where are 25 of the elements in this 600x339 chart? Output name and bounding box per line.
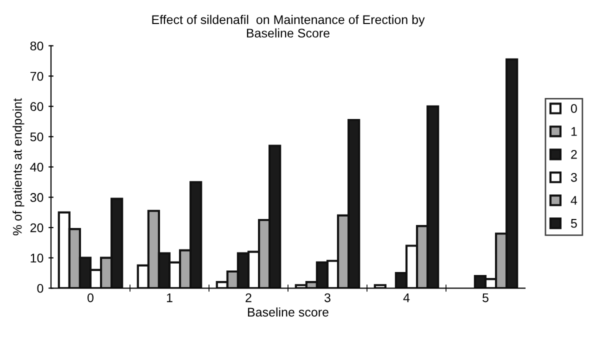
legend-label: 5 bbox=[570, 219, 577, 228]
legend-label: 4 bbox=[570, 196, 578, 205]
y-tick-label: 80 bbox=[30, 42, 44, 50]
y-tick-label: 50 bbox=[30, 132, 44, 142]
chart-title: Effect of sildenafil on Maintenance of Erection by Baseline Score bbox=[152, 14, 425, 38]
x-axis-title: Baseline score bbox=[248, 307, 328, 317]
bar bbox=[374, 284, 386, 288]
legend-label: 3 bbox=[570, 172, 577, 182]
y-tick-label: 20 bbox=[30, 223, 44, 232]
x-tick-label: 1 bbox=[166, 293, 172, 302]
x-tick-label: 3 bbox=[324, 293, 330, 302]
y-tick-label: 60 bbox=[30, 102, 44, 112]
x-tick-label: 2 bbox=[246, 293, 252, 302]
x-tick-label: 5 bbox=[482, 293, 488, 302]
legend-label: 2 bbox=[571, 150, 577, 159]
y-tick-label: 10 bbox=[30, 254, 44, 263]
y-axis-title: % of patients at endpoint bbox=[12, 98, 24, 236]
y-tick-label: 30 bbox=[30, 193, 44, 202]
x-tick-label: 4 bbox=[403, 293, 410, 302]
legend-label: 0 bbox=[570, 104, 577, 113]
y-tick-label: 40 bbox=[30, 162, 44, 172]
y-tick-label: 0 bbox=[37, 284, 44, 293]
y-tick-label: 70 bbox=[30, 72, 44, 81]
legend-label: 1 bbox=[571, 127, 577, 136]
x-tick-label: 0 bbox=[88, 293, 94, 302]
